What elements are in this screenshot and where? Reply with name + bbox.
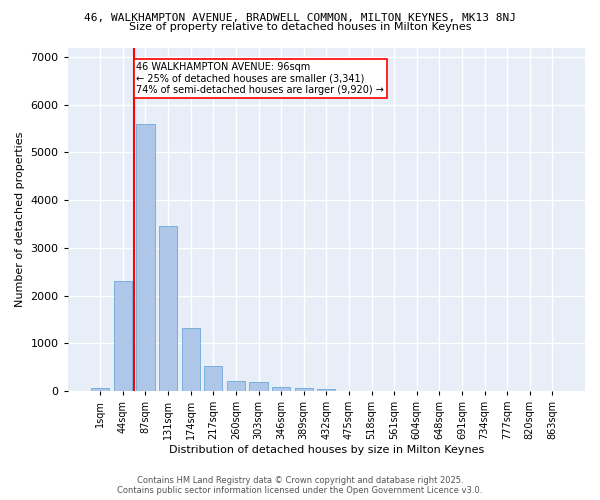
Text: 46 WALKHAMPTON AVENUE: 96sqm
← 25% of detached houses are smaller (3,341)
74% of: 46 WALKHAMPTON AVENUE: 96sqm ← 25% of de… (136, 62, 385, 95)
Bar (204, 366, 223, 391)
Text: Size of property relative to detached houses in Milton Keynes: Size of property relative to detached ho… (129, 22, 471, 32)
Y-axis label: Number of detached properties: Number of detached properties (15, 132, 25, 307)
Bar (182, 328, 200, 391)
Text: 46, WALKHAMPTON AVENUE, BRADWELL COMMON, MILTON KEYNES, MK13 8NJ: 46, WALKHAMPTON AVENUE, BRADWELL COMMON,… (84, 12, 516, 22)
Bar (159, 226, 177, 391)
Bar (317, 390, 335, 391)
Bar (114, 281, 132, 391)
Bar (91, 388, 109, 391)
Bar (295, 388, 313, 391)
Text: Contains HM Land Registry data © Crown copyright and database right 2025.
Contai: Contains HM Land Registry data © Crown c… (118, 476, 482, 495)
Bar (227, 381, 245, 391)
Bar (250, 382, 268, 391)
Bar (272, 386, 290, 391)
X-axis label: Distribution of detached houses by size in Milton Keynes: Distribution of detached houses by size … (169, 445, 484, 455)
Bar (136, 124, 155, 391)
